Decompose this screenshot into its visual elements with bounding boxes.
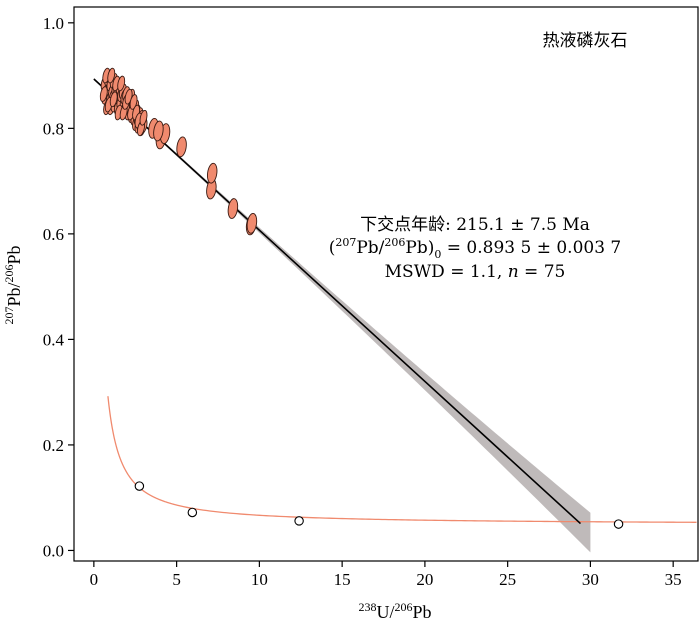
plot-area <box>73 6 699 562</box>
x-tick-label: 15 <box>334 570 351 589</box>
data-ellipse <box>227 198 239 219</box>
x-tick-label: 30 <box>582 570 599 589</box>
concordia-marker <box>187 507 198 518</box>
y-tick-label: 0.2 <box>43 436 64 455</box>
concordia-age-markers <box>134 481 624 529</box>
x-tick-label: 20 <box>416 570 433 589</box>
plot-frame <box>73 6 699 562</box>
concordia-marker <box>613 519 624 529</box>
data-ellipse <box>109 91 118 108</box>
data-ellipse <box>99 86 108 102</box>
x-tick-label: 0 <box>90 570 99 589</box>
x-axis: 0 5 10 15 20 25 30 35 <box>90 561 682 589</box>
y-tick-label: 0.8 <box>43 119 64 138</box>
x-tick-label: 10 <box>251 570 268 589</box>
y-tick-label: 0.6 <box>43 225 64 244</box>
data-ellipse <box>246 212 258 234</box>
x-tick-label: 35 <box>665 570 682 589</box>
y-tick-label: 1.0 <box>43 14 64 33</box>
annotation-initial-ratio: (207Pb/206Pb)0 = 0.893 5 ± 0.003 7 <box>329 236 622 261</box>
y-axis-label: 207Pb/206Pb <box>2 245 24 324</box>
data-ellipse <box>206 162 218 184</box>
concordia-marker <box>294 516 304 526</box>
data-ellipse <box>153 120 164 142</box>
y-axis: 0.0 0.2 0.4 0.6 0.8 1.0 <box>43 14 74 560</box>
data-ellipse <box>129 94 138 110</box>
annotation-age: 下交点年龄: 215.1 ± 7.5 Ma <box>360 215 590 235</box>
annotation-mswd: MSWD = 1.1, n = 75 <box>385 262 566 282</box>
x-axis-label: 238U/206Pb <box>358 600 431 622</box>
data-ellipse <box>176 136 187 158</box>
error-envelope <box>93 77 591 553</box>
y-tick-label: 0.4 <box>43 330 65 349</box>
discordia-line <box>93 78 582 525</box>
chart-title: 热液磷灰石 <box>543 31 628 51</box>
concordia-curve <box>107 396 697 523</box>
concordia-marker <box>134 481 145 491</box>
x-tick-label: 5 <box>172 570 181 589</box>
x-tick-label: 25 <box>499 570 516 589</box>
data-ellipse <box>117 75 126 92</box>
y-tick-label: 0.0 <box>43 541 64 560</box>
data-ellipses <box>99 67 258 236</box>
data-ellipse <box>139 109 148 126</box>
data-ellipse <box>107 67 116 84</box>
